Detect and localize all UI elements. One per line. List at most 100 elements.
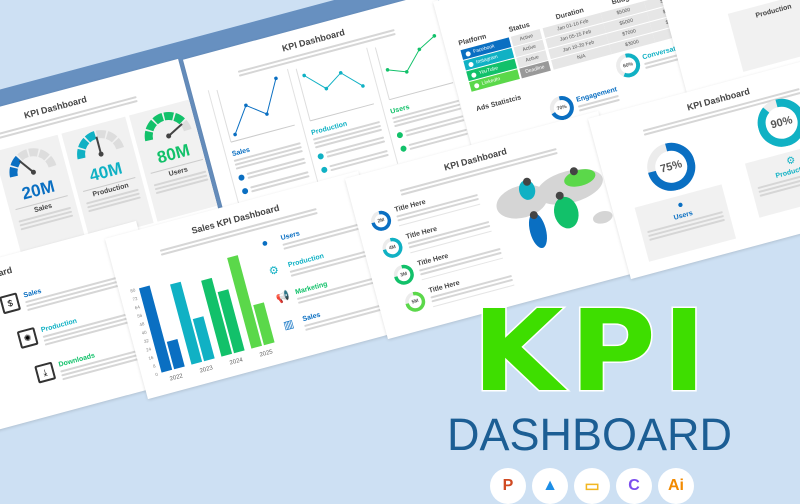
gauge: [9, 148, 57, 178]
production-label: Production: [754, 3, 793, 20]
gauge-segment: [9, 166, 18, 178]
line-point: [361, 84, 365, 88]
gauge-segment: [112, 137, 124, 150]
powerpoint-icon: P: [490, 468, 526, 504]
gauge: [144, 111, 192, 142]
y-tick-label: 72: [132, 296, 139, 302]
line-point: [233, 132, 237, 137]
ads-statistics-title: Ads Statistcis: [475, 94, 523, 114]
gauge: [77, 130, 124, 160]
check-icon: [237, 173, 246, 182]
conversation-donut: 60%: [613, 51, 642, 80]
map-pin-icon: [529, 211, 538, 220]
line-point: [404, 70, 409, 74]
line-chart: [216, 76, 295, 143]
sales-bar-chart-slide: Sales KPI Dashboard 0 8 16 24 32 40 48 56 64 72 80…: [104, 170, 402, 400]
line-point: [265, 112, 269, 116]
donut-item: 90% ⚙ Production: [731, 88, 800, 218]
google-slides-icon: ▭: [574, 468, 610, 504]
gauge-segment: [78, 137, 90, 150]
x-tick-label: 2023: [199, 365, 214, 374]
gauge-segment: [173, 113, 185, 125]
value-donut: 5M: [403, 290, 427, 314]
list-item: 5M Title Here: [403, 266, 515, 314]
y-tick-label: 16: [148, 355, 155, 361]
map-pin-icon: [555, 191, 564, 200]
value-donut: 2M: [369, 209, 393, 233]
gauge-segment: [145, 119, 157, 132]
line-chart-column: Sales: [207, 70, 313, 207]
donut-slide: KPI Dashboard 75% ● Users 90% ⚙ Production: [587, 50, 800, 280]
bar-2024-2: [217, 289, 245, 354]
engagement-donut: 70%: [547, 93, 576, 122]
growth-chart-icon: ▥: [282, 317, 296, 333]
map-pin-icon: [522, 177, 531, 186]
line-point: [324, 86, 329, 91]
ads-statistics-slide: Platform Facebook Instagram YouTube LinkedI…: [432, 0, 730, 163]
bar-2025-2: [253, 302, 275, 346]
bar-2023-2: [192, 316, 215, 362]
x-tick-label: 2024: [229, 357, 244, 366]
bar-2022-2: [166, 339, 185, 370]
y-tick-label: 32: [143, 338, 150, 344]
y-tick-label: 56: [137, 313, 144, 319]
linkedin-icon: [473, 82, 480, 89]
gauge-segment: [163, 111, 174, 121]
value-donut: 4M: [380, 236, 404, 260]
y-tick-label: 8: [153, 363, 157, 369]
line-chart: [374, 34, 454, 101]
gauge-card: 20M Sales: [0, 134, 87, 259]
gauge-card: 40M Production: [61, 116, 154, 240]
line-chart-column: Users: [366, 28, 471, 164]
bar-chart: 0 8 16 24 32 40 48 56 64 72 80 2022 2023 2024 2025: [130, 255, 275, 383]
dashboard-heading: DASHBOARD: [447, 409, 733, 460]
bar-2023-1: [170, 281, 203, 365]
line-point: [302, 73, 306, 78]
list-item: 2M Title Here: [369, 185, 481, 233]
percent-donut: 75%: [642, 137, 701, 196]
line-point: [274, 76, 278, 81]
y-tick-label: 48: [139, 321, 146, 327]
y-tick-label: 64: [134, 304, 141, 310]
percent-donut: 90%: [752, 93, 800, 152]
x-tick-label: 2025: [259, 349, 274, 358]
donut-item: 75% ● Users: [621, 132, 737, 262]
user-icon: ●: [260, 236, 270, 251]
bar-2024-1: [201, 277, 233, 357]
line-chart-slide: KPI Dashboard Sales Production Users: [182, 0, 480, 221]
money-icon: $: [0, 292, 22, 315]
map-slide: KPI Dashboard 2M Title Here 4M Title Here …: [344, 110, 642, 340]
instagram-icon: [467, 60, 474, 68]
y-tick-label: 80: [130, 287, 137, 293]
gauge-segment: [105, 131, 118, 143]
illustrator-icon: Ai: [658, 468, 694, 504]
y-tick-label: 40: [141, 329, 148, 335]
gauge-segment: [10, 155, 22, 168]
line-point: [338, 71, 343, 75]
line-point: [417, 47, 422, 52]
line-chart: [295, 68, 375, 122]
canva-icon: C: [616, 468, 652, 504]
gauge-segment: [84, 131, 97, 143]
gauge-segment: [77, 148, 86, 160]
check-icon: [241, 187, 249, 195]
line-chart-column: Production: [286, 49, 392, 186]
check-icon: [399, 145, 408, 153]
line-point: [385, 68, 390, 72]
list-item: 3M Title Here: [392, 239, 504, 287]
gauge-card: 80M Users: [129, 98, 222, 222]
x-tick-label: 2022: [169, 373, 184, 382]
bar-2025-1: [227, 255, 263, 349]
y-tick-label: 24: [146, 346, 153, 352]
gauge-segment: [144, 130, 154, 142]
list-item: 4M Title Here: [380, 212, 492, 260]
y-tick-label: 0: [155, 372, 159, 378]
conversation-stat: 60% Conversation: [613, 38, 689, 80]
value-donut: 3M: [392, 263, 416, 287]
gauge-segment: [17, 149, 29, 161]
megaphone-icon: 📢: [274, 290, 292, 306]
keynote-icon: ▲: [532, 468, 568, 504]
check-icon: [396, 131, 404, 139]
gauge-slide: KPI Dashboard 20M Sales 40M Production 8…: [0, 58, 222, 288]
engagement-stat: 70% Engagement: [547, 81, 621, 122]
